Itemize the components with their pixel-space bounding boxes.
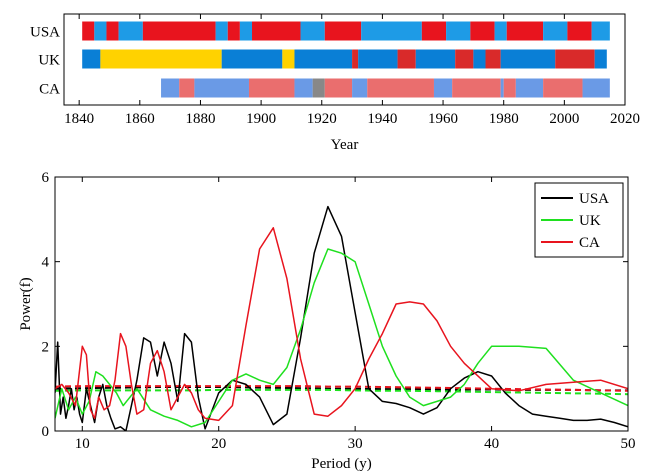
- timeline-tick-label-1960: 1960: [428, 111, 458, 127]
- timeline-axes-frame: [63, 13, 626, 106]
- timeline-segment-usa-18: [567, 21, 592, 41]
- timeline-segment-ca-7: [352, 78, 368, 98]
- timeline-segment-uk-12: [500, 49, 556, 69]
- timeline-x-ticks: 1840 1860 1880 1900 1920 1940 1960 1980 2000 2020: [64, 14, 640, 127]
- timeline-segment-ca-6: [324, 78, 353, 98]
- timeline-chart: USA UK CA 1840 1860 1880 1900 1920 1940 1960 1980…: [30, 13, 640, 153]
- timeline-segment-usa-2: [106, 21, 119, 41]
- legend-label-uk: UK: [579, 213, 601, 229]
- timeline-segment-uk-7: [397, 49, 416, 69]
- timeline-segment-usa-19: [591, 21, 610, 41]
- timeline-segment-ca-15: [582, 78, 610, 98]
- y-tick-label-2: 2: [42, 339, 50, 355]
- timeline-segment-usa-3: [118, 21, 143, 41]
- timeline-tick-label-1920: 1920: [307, 111, 337, 127]
- timeline-segment-uk-0: [82, 49, 101, 69]
- timeline-segment-uk-1: [100, 49, 222, 69]
- timeline-segment-ca-12: [503, 78, 516, 98]
- timeline-segment-ca-5: [312, 78, 325, 98]
- row-label-ca: CA: [39, 82, 60, 98]
- timeline-segment-ca-13: [515, 78, 544, 98]
- timeline-segment-uk-14: [594, 49, 607, 69]
- x-tick-label-40: 40: [484, 436, 499, 452]
- timeline-tick-label-1880: 1880: [185, 111, 215, 127]
- timeline-segment-usa-11: [361, 21, 422, 41]
- y-tick-label-6: 6: [42, 170, 50, 186]
- legend-label-ca: CA: [579, 235, 600, 251]
- timeline-segment-usa-7: [239, 21, 253, 41]
- timeline-bars: [82, 21, 610, 98]
- series-reference-4-dashed-line: [55, 388, 628, 396]
- timeline-segment-usa-8: [252, 21, 301, 41]
- timeline-segment-uk-8: [415, 49, 456, 69]
- timeline-segment-uk-11: [485, 49, 501, 69]
- timeline-segment-uk-4: [294, 49, 353, 69]
- timeline-tick-label-1840: 1840: [64, 111, 94, 127]
- x-tick-label-20: 20: [211, 436, 226, 452]
- timeline-tick-label-1900: 1900: [246, 111, 276, 127]
- timeline-segment-usa-9: [300, 21, 325, 41]
- series-reference-5-dashed-line: [55, 385, 628, 392]
- timeline-segment-ca-8: [367, 78, 434, 98]
- legend: USA UK CA: [534, 182, 624, 258]
- timeline-segment-ca-14: [543, 78, 583, 98]
- timeline-segment-ca-0: [161, 78, 180, 98]
- y-tick-label-4: 4: [42, 255, 50, 271]
- timeline-segment-usa-17: [543, 21, 568, 41]
- timeline-segment-ca-1: [179, 78, 195, 98]
- timeline-row-labels: USA UK CA: [30, 25, 60, 98]
- y-tick-label-0: 0: [42, 424, 50, 440]
- timeline-segment-ca-3: [248, 78, 295, 98]
- timeline-segment-usa-13: [446, 21, 471, 41]
- x-tick-label-30: 30: [348, 436, 363, 452]
- timeline-segment-uk-13: [555, 49, 595, 69]
- timeline-segment-ca-9: [433, 78, 453, 98]
- timeline-segment-uk-6: [358, 49, 398, 69]
- timeline-segment-uk-2: [221, 49, 283, 69]
- timeline-tick-label-1980: 1980: [489, 111, 519, 127]
- series-uk-line: [55, 248, 628, 428]
- legend-label-usa: USA: [579, 191, 609, 207]
- timeline-tick-label-1940: 1940: [367, 111, 397, 127]
- timeline-segment-usa-6: [227, 21, 240, 41]
- power-line-chart: 10 20 30 40 50 0 2 4 6 Period (y) Power(f) USA UK…: [18, 170, 636, 472]
- timeline-segment-uk-9: [455, 49, 474, 69]
- timeline-segment-ca-11: [500, 78, 504, 98]
- series-reference-3-dashed-line: [55, 386, 628, 392]
- timeline-tick-label-2020: 2020: [610, 111, 640, 127]
- power-x-axis-label: Period (y): [311, 456, 371, 472]
- timeline-segment-uk-10: [473, 49, 486, 69]
- series-ca-line: [55, 227, 628, 422]
- timeline-segment-usa-14: [470, 21, 495, 41]
- timeline-tick-label-2000: 2000: [549, 111, 579, 127]
- timeline-segment-usa-0: [82, 21, 95, 41]
- timeline-segment-ca-4: [294, 78, 313, 98]
- timeline-segment-ca-2: [194, 78, 249, 98]
- row-label-uk: UK: [38, 53, 60, 69]
- timeline-segment-uk-3: [282, 49, 295, 69]
- timeline-tick-label-1860: 1860: [125, 111, 155, 127]
- timeline-segment-usa-1: [94, 21, 107, 41]
- power-axis-ticks: 10 20 30 40 50 0 2 4 6: [42, 170, 636, 452]
- timeline-segment-usa-5: [215, 21, 228, 41]
- timeline-segment-usa-12: [421, 21, 447, 41]
- power-axes-frame: [54, 176, 629, 432]
- timeline-segment-usa-16: [506, 21, 544, 41]
- x-tick-label-10: 10: [75, 436, 90, 452]
- timeline-segment-uk-5: [352, 49, 359, 69]
- row-label-usa: USA: [30, 25, 60, 41]
- timeline-segment-usa-15: [494, 21, 507, 41]
- power-series-lines: [55, 205, 628, 431]
- timeline-segment-usa-10: [324, 21, 362, 41]
- timeline-segment-ca-10: [452, 78, 501, 98]
- x-tick-label-50: 50: [621, 436, 636, 452]
- power-y-axis-label: Power(f): [18, 277, 34, 330]
- timeline-segment-usa-4: [142, 21, 216, 41]
- timeline-x-axis-label: Year: [331, 137, 359, 153]
